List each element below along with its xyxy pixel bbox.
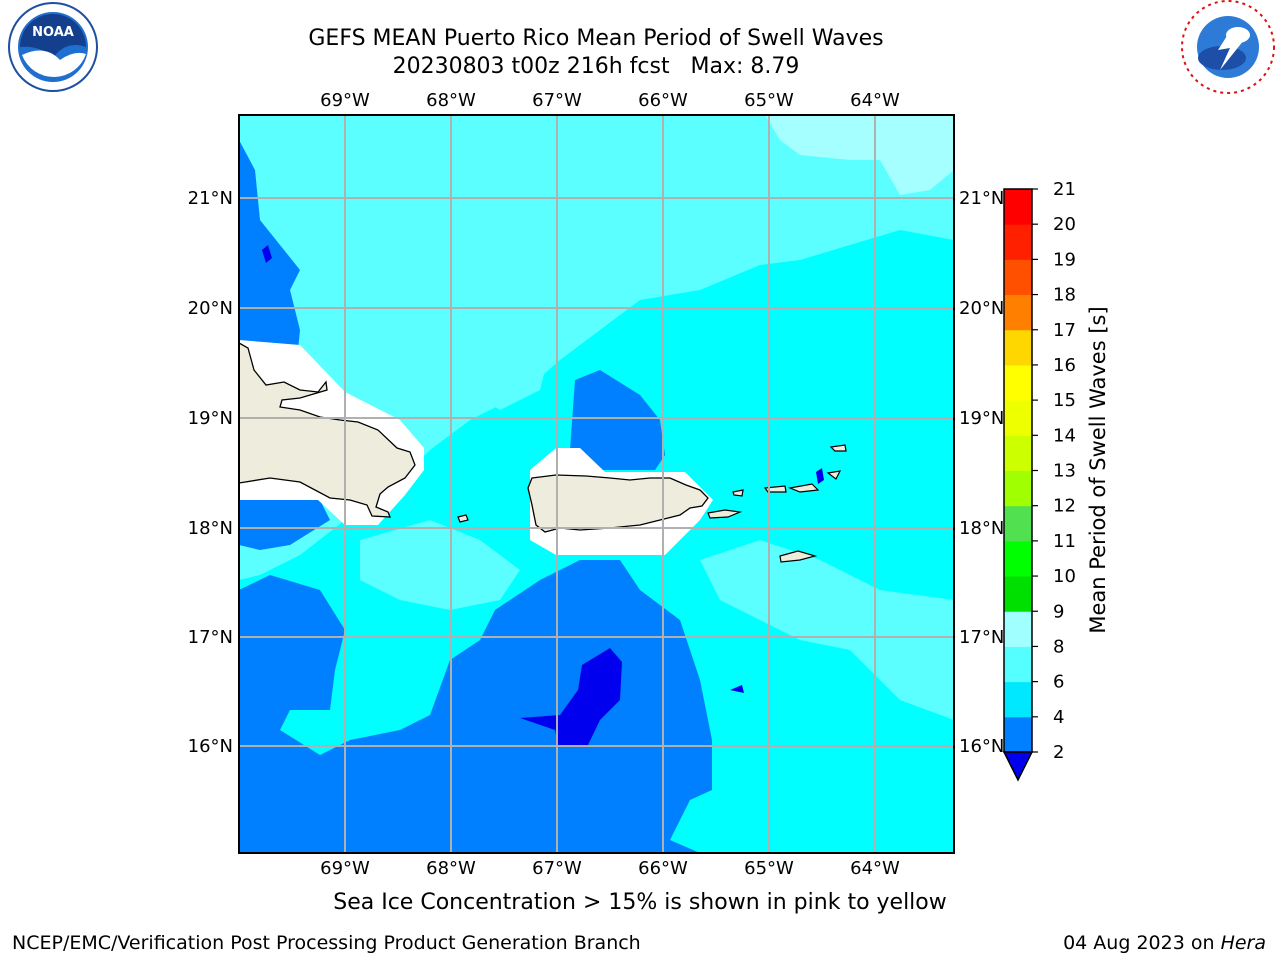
svg-text:NOAA: NOAA bbox=[32, 25, 74, 40]
colorbar-tick-label: 12 bbox=[1053, 496, 1076, 517]
lon-label: 69°W bbox=[320, 858, 370, 879]
nws-logo bbox=[1181, 0, 1275, 94]
colorbar-band bbox=[1004, 576, 1032, 612]
colorbar-tick-label: 19 bbox=[1053, 249, 1076, 270]
colorbar-tick-label: 14 bbox=[1053, 425, 1076, 446]
lon-label: 69°W bbox=[320, 90, 370, 111]
lon-labels-bottom: 69°W 68°W 67°W 66°W 65°W 64°W bbox=[320, 858, 900, 879]
lon-label: 64°W bbox=[850, 90, 900, 111]
colorbar-band bbox=[1004, 540, 1032, 577]
colorbar-tick-label: 11 bbox=[1053, 531, 1076, 552]
colorbar-band bbox=[1004, 189, 1032, 225]
lon-label: 65°W bbox=[744, 90, 794, 111]
lon-label: 65°W bbox=[744, 858, 794, 879]
lat-label: 20°N bbox=[188, 298, 233, 319]
colorbar-tick-label: 16 bbox=[1053, 355, 1076, 376]
lat-labels-right: 21°N 20°N 19°N 18°N 17°N 16°N bbox=[959, 188, 1004, 757]
noaa-logo: NOAA bbox=[8, 2, 98, 92]
lon-label: 66°W bbox=[638, 858, 688, 879]
lat-label: 20°N bbox=[959, 298, 1004, 319]
colorbar-band bbox=[1004, 470, 1032, 507]
graticule bbox=[239, 115, 954, 853]
machine-name: Hera bbox=[1220, 932, 1266, 954]
lat-label: 16°N bbox=[188, 736, 233, 757]
colorbar-tick-label: 4 bbox=[1053, 707, 1064, 728]
lat-label: 18°N bbox=[188, 518, 233, 539]
colorbar-band bbox=[1004, 681, 1032, 718]
lon-label: 67°W bbox=[532, 90, 582, 111]
map-panel bbox=[239, 115, 954, 853]
colorbar-tick-label: 6 bbox=[1053, 672, 1064, 693]
lat-label: 17°N bbox=[959, 627, 1004, 648]
lon-label: 68°W bbox=[426, 858, 476, 879]
plot-title-line-2: 20230803 t00z 216h fcst Max: 8.79 bbox=[392, 54, 800, 79]
run-date: 04 Aug 2023 on Hera bbox=[1063, 932, 1266, 954]
colorbar-band bbox=[1004, 646, 1032, 683]
lat-label: 21°N bbox=[959, 188, 1004, 209]
lon-labels-top: 69°W 68°W 67°W 66°W 65°W 64°W bbox=[320, 90, 900, 111]
colorbar-tick-label: 13 bbox=[1053, 461, 1076, 482]
colorbar-band bbox=[1004, 294, 1032, 331]
colorbar-band bbox=[1004, 716, 1032, 753]
credit-line: NCEP/EMC/Verification Post Processing Pr… bbox=[12, 932, 641, 954]
colorbar-label: Mean Period of Swell Waves [s] bbox=[1086, 306, 1110, 633]
lat-labels-left: 21°N 20°N 19°N 18°N 17°N 16°N bbox=[188, 188, 233, 757]
hispaniola-landmass bbox=[239, 342, 416, 518]
lat-label: 19°N bbox=[959, 408, 1004, 429]
lon-label: 64°W bbox=[850, 858, 900, 879]
lat-label: 17°N bbox=[188, 627, 233, 648]
colorbar-tick-label: 9 bbox=[1053, 601, 1064, 622]
sea-ice-note: Sea Ice Concentration > 15% is shown in … bbox=[333, 890, 947, 915]
colorbar-band bbox=[1004, 435, 1032, 471]
colorbar-band bbox=[1004, 329, 1032, 366]
colorbar-extend-arrow bbox=[1002, 751, 1034, 782]
colorbar-tick-label: 20 bbox=[1053, 214, 1076, 235]
colorbar-tick-label: 10 bbox=[1053, 566, 1076, 587]
colorbar-tick-label: 2 bbox=[1053, 742, 1064, 763]
colorbar-tick-label: 17 bbox=[1053, 320, 1076, 341]
colorbar-band bbox=[1004, 505, 1032, 542]
colorbar-band bbox=[1004, 364, 1032, 401]
lat-label: 19°N bbox=[188, 408, 233, 429]
lat-label: 18°N bbox=[959, 518, 1004, 539]
colorbar-tick-label: 8 bbox=[1053, 636, 1064, 657]
plot-title-line-1: GEFS MEAN Puerto Rico Mean Period of Swe… bbox=[308, 26, 884, 51]
colorbar-tick-label: 21 bbox=[1053, 179, 1076, 200]
run-date-text: 04 Aug 2023 on bbox=[1063, 932, 1221, 954]
colorbar-band bbox=[1004, 259, 1032, 296]
lat-label: 21°N bbox=[188, 188, 233, 209]
map-frame bbox=[238, 114, 955, 854]
lon-label: 66°W bbox=[638, 90, 688, 111]
colorbar-band bbox=[1004, 400, 1032, 436]
lon-label: 67°W bbox=[532, 858, 582, 879]
lon-label: 68°W bbox=[426, 90, 476, 111]
colorbar-tick-label: 15 bbox=[1053, 390, 1076, 411]
lat-label: 16°N bbox=[959, 736, 1004, 757]
colorbar-tick-label: 18 bbox=[1053, 285, 1076, 306]
colorbar: 2 4 6 8 9 10 11 12 13 14 15 16 17 18 19 20 21 Mean Perio… bbox=[1002, 179, 1110, 782]
colorbar-band bbox=[1004, 224, 1032, 260]
colorbar-band bbox=[1004, 611, 1032, 647]
